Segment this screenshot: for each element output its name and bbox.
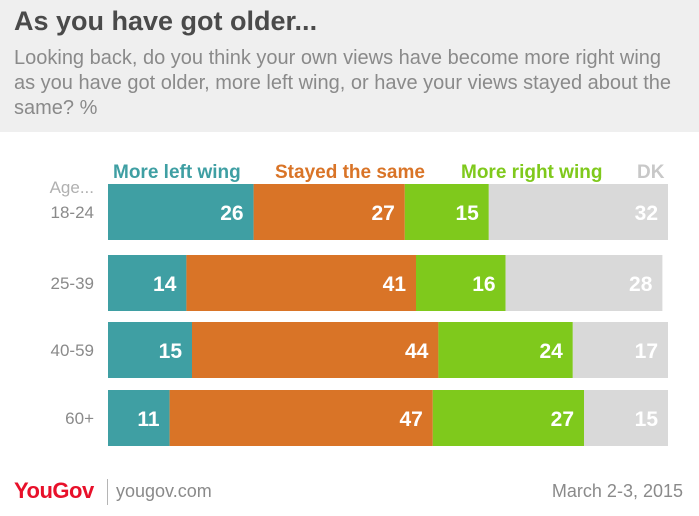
data-label: 47 (399, 408, 422, 431)
bar-more-right-wing (432, 390, 584, 446)
bar-more-left-wing (108, 255, 187, 311)
bar-stayed-the-same (192, 322, 439, 378)
data-label: 14 (153, 273, 177, 296)
chart-subtitle: Looking back, do you think your own view… (14, 47, 672, 119)
bar-stayed-the-same (186, 255, 416, 311)
legend-more-right-wing: More right wing (461, 162, 602, 183)
bar-dk (505, 255, 663, 311)
data-label: 27 (551, 408, 574, 431)
bar-more-right-wing (438, 322, 573, 378)
data-label: 44 (405, 340, 429, 363)
legend-stayed-the-same: Stayed the same (275, 162, 425, 183)
data-label: 15 (635, 408, 659, 431)
bar-more-right-wing (416, 255, 506, 311)
bar-dk (488, 184, 668, 240)
data-label: 27 (371, 202, 394, 225)
bar-stayed-the-same (253, 184, 405, 240)
survey-date: March 2-3, 2015 (551, 481, 683, 501)
legend-more-left-wing: More left wing (113, 162, 241, 183)
data-label: 11 (137, 408, 160, 431)
legend-dk: DK (637, 162, 665, 183)
category-axis-title: Age... (50, 178, 94, 197)
category-label: 60+ (65, 409, 94, 428)
header: As you have got older... Looking back, d… (0, 0, 699, 132)
bar-more-left-wing (108, 184, 254, 240)
data-label: 15 (159, 340, 183, 363)
data-label: 15 (455, 202, 479, 225)
stacked-bar-chart: More left wing Stayed the same More right … (50, 162, 668, 446)
chart-title: As you have got older... (14, 6, 318, 36)
category-label: 18-24 (51, 203, 94, 222)
footer-site-link[interactable]: yougov.com (116, 481, 212, 501)
bar-more-left-wing (108, 322, 192, 378)
data-label: 41 (383, 273, 407, 296)
category-label: 40-59 (51, 341, 94, 360)
data-label: 26 (220, 202, 243, 225)
footer-divider (107, 479, 108, 505)
bar-more-right-wing (404, 184, 489, 240)
data-label: 16 (472, 273, 495, 296)
data-label: 17 (635, 340, 658, 363)
data-label: 32 (635, 202, 658, 225)
data-label: 24 (539, 340, 563, 363)
bar-more-left-wing (108, 390, 170, 446)
yougov-logo: YouGov (14, 478, 94, 503)
category-label: 25-39 (51, 274, 94, 293)
bar-dk (584, 390, 668, 446)
bar-dk (572, 322, 668, 378)
bar-stayed-the-same (169, 390, 433, 446)
data-label: 28 (629, 273, 653, 296)
